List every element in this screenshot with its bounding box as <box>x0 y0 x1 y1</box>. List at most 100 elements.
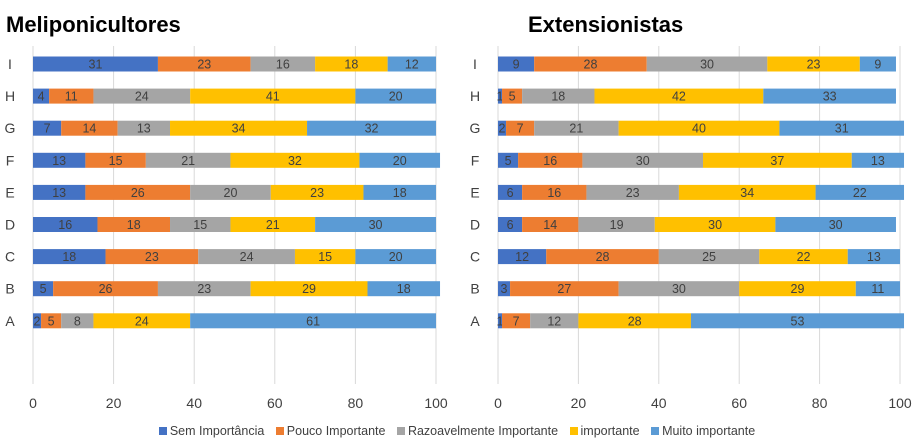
bar-segment <box>33 152 86 168</box>
bar-segment <box>33 313 42 329</box>
bar-segment <box>33 249 106 265</box>
data-label: 20 <box>389 90 403 104</box>
bar-segment <box>522 88 595 104</box>
bar-segment <box>498 313 503 329</box>
data-label: 16 <box>276 58 290 72</box>
data-label: 23 <box>310 186 324 200</box>
data-label: 33 <box>823 90 837 104</box>
data-label: 23 <box>197 58 211 72</box>
bar-segment <box>855 281 900 297</box>
data-label: 28 <box>596 250 610 264</box>
data-label: 28 <box>584 58 598 72</box>
data-label: 26 <box>131 186 145 200</box>
bar-segment <box>759 249 848 265</box>
category-label: F <box>6 152 15 168</box>
data-label: 13 <box>871 154 885 168</box>
data-label: 20 <box>393 154 407 168</box>
category-label: I <box>473 56 477 72</box>
chart-title: Extensionistas <box>528 12 683 37</box>
data-label: 9 <box>513 58 520 72</box>
data-label: 19 <box>610 218 624 232</box>
data-label: 13 <box>52 186 66 200</box>
category-label: E <box>5 184 14 200</box>
chart-legend: Sem Importância Pouco Importante Razoave… <box>0 424 914 438</box>
legend-item-pouco-importante: Pouco Importante <box>275 424 386 438</box>
data-label: 21 <box>266 218 280 232</box>
bar-segment <box>250 56 316 72</box>
bar-segment <box>359 152 441 168</box>
data-label: 31 <box>89 58 103 72</box>
bar-segment <box>502 313 531 329</box>
data-label: 18 <box>127 218 141 232</box>
bar-segment <box>678 184 816 200</box>
category-label: A <box>5 313 15 329</box>
data-label: 34 <box>740 186 754 200</box>
data-label: 18 <box>393 186 407 200</box>
bar-segment <box>33 184 86 200</box>
category-label: B <box>5 281 14 297</box>
data-label: 11 <box>65 90 78 104</box>
bar-segment <box>105 249 199 265</box>
bar-segment <box>363 184 436 200</box>
data-label: 24 <box>240 250 254 264</box>
bar-segment <box>578 313 691 329</box>
bar-segment <box>510 281 619 297</box>
bar-segment <box>157 281 251 297</box>
bar-segment <box>85 184 191 200</box>
data-label: 29 <box>791 282 805 296</box>
bar-segment <box>530 313 579 329</box>
category-label: G <box>5 120 16 136</box>
data-label: 23 <box>626 186 640 200</box>
bar-segment <box>145 152 231 168</box>
bar-segment <box>33 281 54 297</box>
bar-segment <box>546 249 659 265</box>
data-label: 61 <box>306 314 320 328</box>
bar-segment <box>703 152 852 168</box>
data-label: 6 <box>507 186 514 200</box>
bar-segment <box>33 88 50 104</box>
data-label: 11 <box>871 282 884 296</box>
bar-segment <box>270 184 364 200</box>
x-tick-label: 80 <box>348 395 364 411</box>
data-label: 18 <box>397 282 411 296</box>
data-label: 26 <box>99 282 113 296</box>
category-label: B <box>470 281 479 297</box>
bar-segment <box>93 88 191 104</box>
bar-segment <box>498 184 523 200</box>
data-label: 13 <box>52 154 66 168</box>
data-label: 32 <box>288 154 302 168</box>
category-label: H <box>5 88 15 104</box>
data-label: 3 <box>501 282 508 296</box>
data-label: 23 <box>807 58 821 72</box>
legend-swatch <box>569 427 578 435</box>
category-label: G <box>470 120 481 136</box>
bar-segment <box>582 152 704 168</box>
data-label: 1 <box>497 314 504 328</box>
bar-segment <box>93 313 191 329</box>
data-label: 32 <box>365 122 379 136</box>
data-label: 5 <box>505 154 512 168</box>
data-label: 28 <box>628 314 642 328</box>
bar-segment <box>522 184 587 200</box>
data-label: 7 <box>44 122 51 136</box>
bar-segment <box>498 120 507 136</box>
data-label: 23 <box>197 282 211 296</box>
legend-label: Pouco Importante <box>286 424 386 438</box>
data-label: 7 <box>517 122 524 136</box>
data-label: 22 <box>797 250 811 264</box>
legend-swatch <box>158 427 167 435</box>
x-tick-label: 0 <box>494 395 502 411</box>
data-label: 12 <box>405 58 419 72</box>
data-label: 5 <box>509 90 516 104</box>
bar-segment <box>658 249 760 265</box>
category-label: F <box>471 152 480 168</box>
bar-segment <box>33 56 158 72</box>
data-label: 13 <box>867 250 881 264</box>
bar-segment <box>367 281 441 297</box>
bar-segment <box>498 217 523 232</box>
data-label: 24 <box>135 314 149 328</box>
bar-segment <box>506 120 535 136</box>
category-label: C <box>470 249 480 265</box>
data-label: 18 <box>344 58 358 72</box>
